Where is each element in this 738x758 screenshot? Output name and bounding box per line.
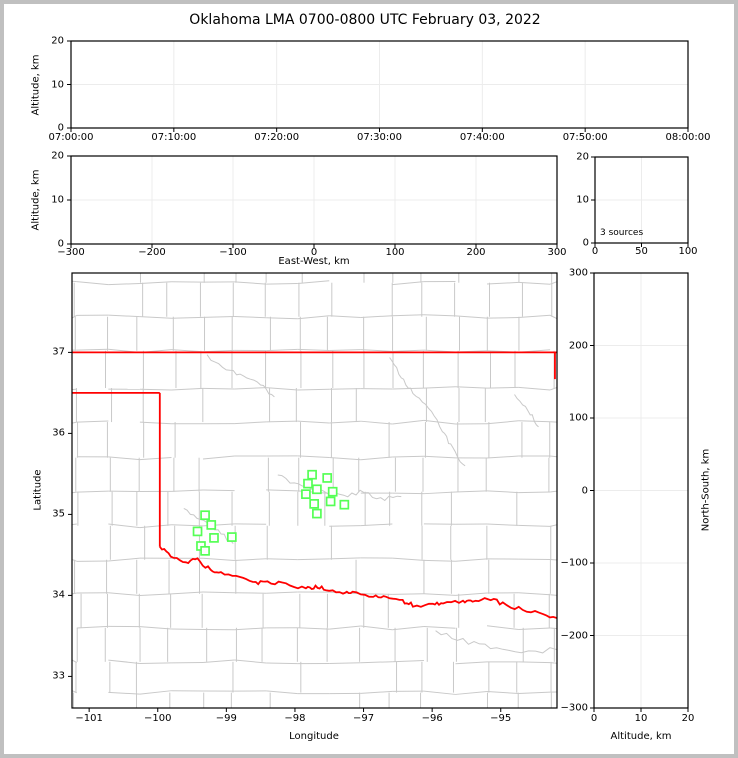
ew-tick-label: 0	[310, 247, 318, 258]
ns-alt-tick-label: 0	[590, 713, 598, 724]
station-marker	[307, 469, 317, 480]
altitude-tick-label: 20	[51, 35, 64, 47]
latitude-tick-label: 35	[52, 508, 65, 520]
lma-stations	[192, 469, 350, 556]
station-marker	[327, 486, 338, 497]
county-boundaries	[72, 273, 557, 708]
station-marker	[322, 473, 333, 483]
time-tick-label: 07:50:00	[562, 132, 608, 143]
longitude-tick-label: −96	[421, 713, 443, 724]
longitude-tick-label: −100	[144, 713, 172, 724]
ns-panel-ylabel: North-South, km	[700, 448, 712, 532]
station-marker	[209, 533, 219, 543]
ns-tick-label: 0	[581, 485, 588, 496]
ns-panel-xlabel: Altitude, km	[610, 731, 672, 742]
altitude-tick-label: 20	[51, 150, 64, 162]
station-marker	[309, 499, 320, 509]
altitude-tick-label: 10	[51, 194, 64, 206]
ew-tick-label: 200	[466, 247, 486, 258]
hist-y-tick-label: 10	[576, 194, 589, 206]
station-marker	[312, 508, 322, 519]
hist-y-tick-label: 0	[582, 237, 589, 249]
station-marker	[192, 526, 203, 537]
ns-tick-label: 200	[568, 340, 588, 351]
station-marker	[200, 510, 210, 521]
ns-tick-label: −300	[560, 702, 588, 714]
ew-tick-label: −300	[57, 247, 85, 258]
station-marker	[339, 499, 350, 510]
map-xlabel: Longitude	[289, 731, 339, 742]
ew-tick-label: 100	[385, 247, 405, 258]
latitude-tick-label: 37	[52, 346, 65, 358]
river-lines	[183, 354, 557, 654]
ns-alt-tick-label: 10	[634, 713, 648, 724]
ns-alt-tick-label: 20	[681, 713, 695, 724]
station-marker	[200, 545, 210, 556]
ew-tick-label: −200	[138, 247, 166, 258]
station-marker	[206, 520, 217, 530]
ew-tick-label: 300	[547, 247, 567, 258]
figure-title: Oklahoma LMA 0700-0800 UTC February 03, …	[189, 12, 541, 28]
time-tick-label: 07:00:00	[48, 132, 94, 143]
ew-panel-xlabel: East-West, km	[278, 256, 350, 267]
time-tick-label: 07:20:00	[254, 132, 300, 143]
ns-tick-label: 100	[568, 412, 588, 424]
latitude-tick-label: 33	[52, 670, 65, 682]
gridlines	[71, 41, 688, 708]
map-ylabel: Latitude	[32, 469, 44, 511]
station-marker	[312, 484, 322, 495]
longitude-tick-label: −97	[352, 713, 375, 724]
station-marker	[303, 478, 313, 489]
ns-tick-label: 300	[568, 267, 588, 279]
hist-x-tick-label: 0	[591, 246, 599, 257]
longitude-tick-label: −101	[75, 713, 103, 724]
ns-tick-label: −200	[560, 630, 588, 641]
map-layers	[72, 273, 557, 708]
time-tick-label: 07:30:00	[357, 132, 402, 143]
altitude-tick-label: 0	[57, 238, 64, 250]
latitude-tick-label: 34	[52, 589, 65, 601]
time-tick-label: 07:40:00	[459, 132, 505, 143]
latitude-tick-label: 36	[52, 427, 65, 439]
longitude-tick-label: −98	[284, 713, 306, 724]
panel-D	[71, 272, 558, 709]
station-marker	[301, 489, 311, 499]
altitude-tick-label: 10	[51, 79, 64, 90]
ew-tick-label: −100	[219, 247, 247, 258]
time-tick-label: 07:10:00	[151, 132, 197, 143]
longitude-tick-label: −99	[215, 713, 237, 724]
altitude-tick-label: 0	[57, 122, 64, 134]
axis-ticks	[67, 40, 689, 712]
longitude-tick-label: −95	[490, 713, 512, 724]
state-border	[72, 351, 557, 620]
hist-x-tick-label: 50	[635, 246, 648, 257]
hist-x-tick-label: 100	[678, 246, 698, 257]
source-count-annotation: 3 sources	[600, 228, 644, 238]
time-tick-label: 08:00:00	[665, 132, 711, 143]
ns-tick-label: −100	[560, 557, 588, 569]
station-marker	[325, 496, 336, 507]
hist-y-tick-label: 20	[576, 151, 589, 163]
station-marker	[226, 532, 237, 542]
